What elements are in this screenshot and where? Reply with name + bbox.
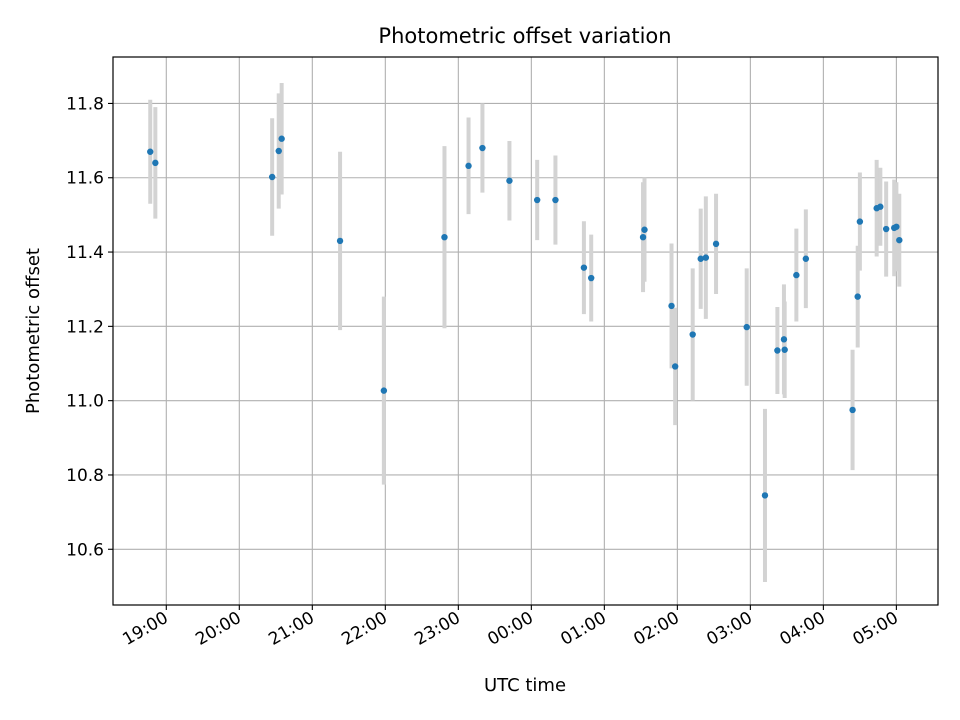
data-point <box>533 196 541 204</box>
y-tick-label: 11.2 <box>66 317 104 337</box>
data-point <box>856 218 864 225</box>
x-axis-label: UTC time <box>484 675 566 696</box>
data-point <box>877 203 884 210</box>
data-point <box>506 177 513 184</box>
y-tick-label: 10.6 <box>66 540 104 560</box>
data-point <box>580 264 588 271</box>
plot-frame <box>112 56 939 606</box>
data-point <box>712 240 720 248</box>
data-point <box>849 406 856 414</box>
y-tick-label: 11.6 <box>66 169 104 189</box>
y-tick-label: 10.8 <box>66 466 104 486</box>
data-point <box>588 274 595 282</box>
data-point <box>668 302 675 310</box>
chart-title: Photometric offset variation <box>378 24 671 48</box>
data-point <box>802 255 810 262</box>
data-point <box>781 346 788 353</box>
data-point <box>441 233 448 241</box>
data-point <box>278 135 285 142</box>
data-points <box>147 135 903 499</box>
data-point <box>552 196 559 204</box>
y-axis-label: Photometric offset <box>23 248 44 414</box>
data-point <box>882 225 890 233</box>
data-point <box>893 223 900 230</box>
data-point <box>896 236 903 244</box>
data-point <box>465 162 472 170</box>
data-point <box>854 293 861 300</box>
data-point <box>761 492 769 499</box>
data-point <box>702 254 710 261</box>
data-point <box>275 147 282 155</box>
data-point <box>147 148 154 155</box>
y-axis: 10.6 10.8 11.0 11.2 11.4 11.6 11.8 <box>66 94 113 560</box>
data-point <box>152 159 159 167</box>
data-point <box>743 323 750 331</box>
data-point <box>639 233 647 241</box>
data-point <box>697 255 704 262</box>
grid <box>113 57 938 605</box>
data-point <box>689 331 696 338</box>
y-tick-label: 11.8 <box>66 94 104 114</box>
data-point <box>268 173 276 181</box>
data-point <box>479 144 486 152</box>
data-point <box>793 271 800 279</box>
data-point <box>380 387 388 394</box>
data-point <box>780 336 788 343</box>
data-point <box>671 363 679 370</box>
data-point <box>641 226 648 233</box>
y-tick-label: 11.0 <box>66 392 104 412</box>
data-point <box>336 237 344 245</box>
y-tick-label: 11.4 <box>66 243 104 263</box>
data-point <box>774 347 781 354</box>
